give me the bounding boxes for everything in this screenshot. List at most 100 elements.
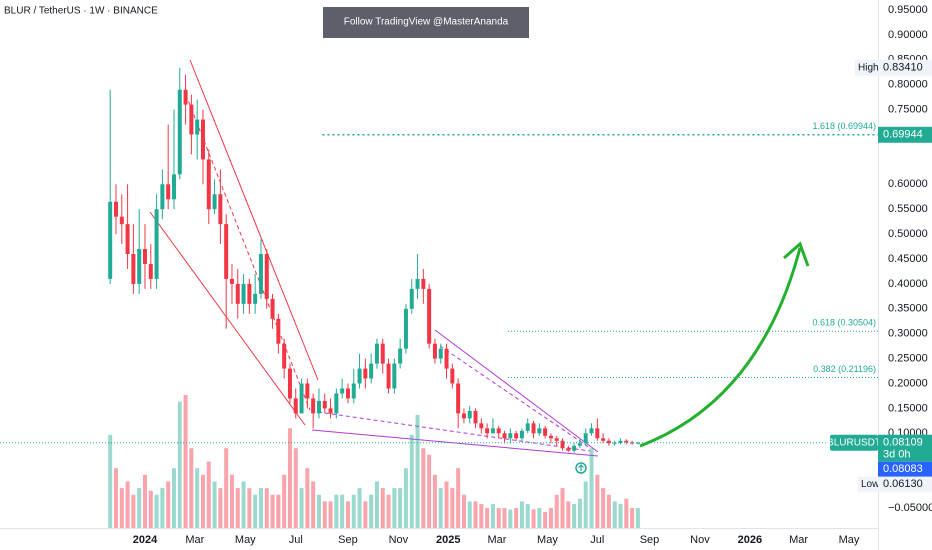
volume-bar xyxy=(525,504,530,528)
volume-bar xyxy=(456,468,461,528)
high-title: High xyxy=(858,62,879,73)
volume-bar xyxy=(612,501,617,528)
volume-bar xyxy=(461,494,466,528)
candle-body xyxy=(264,254,269,299)
volume-bar xyxy=(519,501,524,528)
x-tick-label: Nov xyxy=(389,534,409,546)
candle-body xyxy=(276,318,281,344)
drawings xyxy=(149,59,810,474)
x-tick-label: May xyxy=(537,534,558,546)
volume-bar xyxy=(403,468,408,528)
trendline xyxy=(434,329,599,453)
volume-bar xyxy=(305,468,310,528)
x-tick-label: Mar xyxy=(789,534,808,546)
candle-body xyxy=(473,410,478,424)
candle-body xyxy=(490,428,495,434)
y-tick-label: 0.80000 xyxy=(888,79,928,91)
candle-body xyxy=(461,413,466,419)
volume-bar xyxy=(554,494,559,528)
candle-body xyxy=(398,348,403,364)
candle-body xyxy=(514,433,519,439)
volume-bar xyxy=(606,494,611,528)
x-tick-label: Sep xyxy=(640,534,660,546)
volume-bar xyxy=(496,508,501,528)
volume-bar xyxy=(229,474,234,528)
y-tick-label: 0.35000 xyxy=(888,303,928,315)
candle-body xyxy=(166,184,171,200)
volume-bar xyxy=(253,494,258,528)
volume-bar xyxy=(467,501,472,528)
volume-bar xyxy=(113,468,118,528)
fib-price-box xyxy=(878,126,932,143)
candle-body xyxy=(311,398,316,414)
candle-body xyxy=(496,428,501,434)
candle-body xyxy=(351,383,356,399)
x-tick-label: 2025 xyxy=(436,534,460,546)
candle-body xyxy=(537,428,542,434)
trendline xyxy=(185,94,311,411)
candle-body xyxy=(229,278,234,284)
volume-bar xyxy=(374,481,379,528)
candle-body xyxy=(508,433,513,439)
volume-bar xyxy=(392,488,397,528)
x-tick-label: May xyxy=(839,534,860,546)
volume-bar xyxy=(485,508,490,528)
y-tick-label: 0.60000 xyxy=(888,178,928,190)
volume-bar xyxy=(148,490,153,528)
candle-body xyxy=(328,408,333,414)
fib-label: 0.382 (0.21196) xyxy=(813,364,876,374)
candle-body xyxy=(577,443,582,446)
candle-body xyxy=(543,428,548,436)
candle-body xyxy=(606,440,611,444)
high-value-box xyxy=(878,59,932,76)
candle-body xyxy=(137,249,142,284)
candle-body xyxy=(525,423,530,431)
y-tick-label: 0.90000 xyxy=(888,29,928,41)
x-tick-label: Mar xyxy=(488,534,507,546)
volume-bar xyxy=(311,481,316,528)
trendline xyxy=(317,411,591,452)
high-value: 0.83410 xyxy=(883,62,923,74)
low-value-box xyxy=(878,476,932,492)
candle-body xyxy=(502,433,507,439)
volume-bar xyxy=(154,494,159,528)
candle-body xyxy=(601,438,606,441)
candle-body xyxy=(154,209,159,279)
y-tick-label: 0.95000 xyxy=(888,4,928,16)
volume-bar xyxy=(566,501,571,528)
candle-body xyxy=(380,343,385,364)
candle-body xyxy=(108,201,113,279)
y-tick-label: 0.30000 xyxy=(888,328,928,340)
y-tick-label: 0.50000 xyxy=(888,228,928,240)
volume-bar xyxy=(340,494,345,528)
volume-bar xyxy=(160,488,165,528)
last-price-box xyxy=(878,434,932,462)
candle-body xyxy=(247,283,252,304)
volume-bar xyxy=(380,488,385,528)
volume-bar xyxy=(235,488,240,528)
volume-bar xyxy=(444,481,449,528)
volume-bar xyxy=(166,481,171,528)
symbol-header: BLUR / TetherUS · 1W · BINANCE xyxy=(4,6,158,17)
other-price-label: 0.08083 xyxy=(883,463,923,475)
volume-bar xyxy=(171,468,176,528)
candle-body xyxy=(177,89,182,175)
candle-body xyxy=(589,428,594,434)
candle-body xyxy=(635,442,640,444)
countdown-label: 3d 0h xyxy=(883,449,911,461)
volume-bar xyxy=(479,504,484,528)
trendline xyxy=(149,211,306,426)
volume-bar xyxy=(369,494,374,528)
volume-bar xyxy=(322,501,327,528)
volume-bar xyxy=(293,448,298,528)
signal-icon-arrow xyxy=(578,464,584,471)
volume-bar xyxy=(386,494,391,528)
candle-body xyxy=(212,194,217,210)
candle-body xyxy=(357,368,362,384)
volume-bar xyxy=(119,488,124,528)
volume-bar xyxy=(328,501,333,528)
candle-body xyxy=(241,283,246,304)
banner-text: Follow TradingView @MasterAnanda xyxy=(344,17,509,28)
arrow xyxy=(639,247,802,448)
x-tick-label: Mar xyxy=(185,534,204,546)
